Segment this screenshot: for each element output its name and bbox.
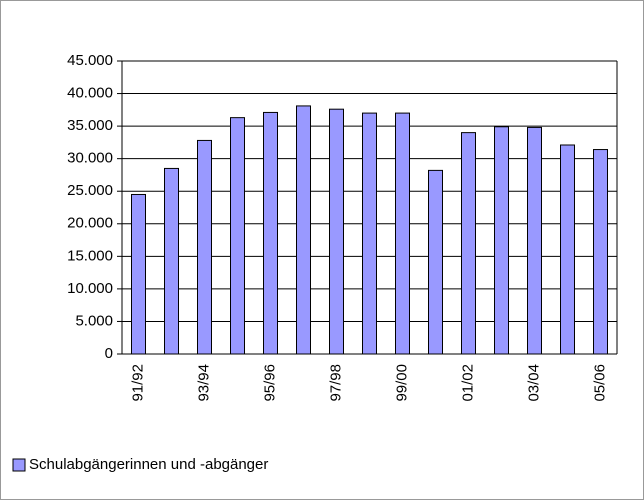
y-tick-label: 45.000 bbox=[67, 52, 113, 69]
x-tick-label: 97/98 bbox=[327, 364, 344, 402]
bar bbox=[263, 111, 278, 355]
y-tick-label: 20.000 bbox=[67, 215, 113, 232]
y-tick-label: 40.000 bbox=[67, 85, 113, 102]
bar bbox=[230, 117, 245, 355]
x-tick-label: 93/94 bbox=[195, 364, 212, 402]
y-tick-label: 0 bbox=[105, 345, 113, 362]
bar bbox=[593, 149, 608, 355]
y-tick-label: 5.000 bbox=[75, 312, 113, 329]
x-tick-label: 03/04 bbox=[525, 364, 542, 402]
y-tick-label: 10.000 bbox=[67, 280, 113, 297]
bar bbox=[494, 126, 509, 355]
x-tick-label: 95/96 bbox=[261, 364, 278, 402]
x-tick-label: 99/00 bbox=[393, 364, 410, 402]
bar bbox=[362, 112, 377, 355]
y-tick-label: 35.000 bbox=[67, 117, 113, 134]
x-tick-label: 01/02 bbox=[459, 364, 476, 402]
bar bbox=[395, 112, 410, 355]
bar bbox=[164, 167, 179, 355]
y-tick-label: 15.000 bbox=[67, 247, 113, 264]
x-tick-label: 91/92 bbox=[129, 364, 146, 402]
y-tick-label: 30.000 bbox=[67, 150, 113, 167]
legend-swatch bbox=[12, 458, 26, 472]
bar bbox=[329, 108, 344, 355]
bar bbox=[197, 139, 212, 355]
bar bbox=[131, 193, 146, 355]
bar bbox=[560, 144, 575, 355]
y-tick-label: 25.000 bbox=[67, 182, 113, 199]
bar bbox=[461, 132, 476, 355]
bar bbox=[428, 169, 443, 355]
x-tick-label: 05/06 bbox=[591, 364, 608, 402]
legend-label: Schulabgängerinnen und -abgänger bbox=[29, 456, 268, 473]
bar bbox=[527, 126, 542, 355]
bar bbox=[296, 105, 311, 355]
